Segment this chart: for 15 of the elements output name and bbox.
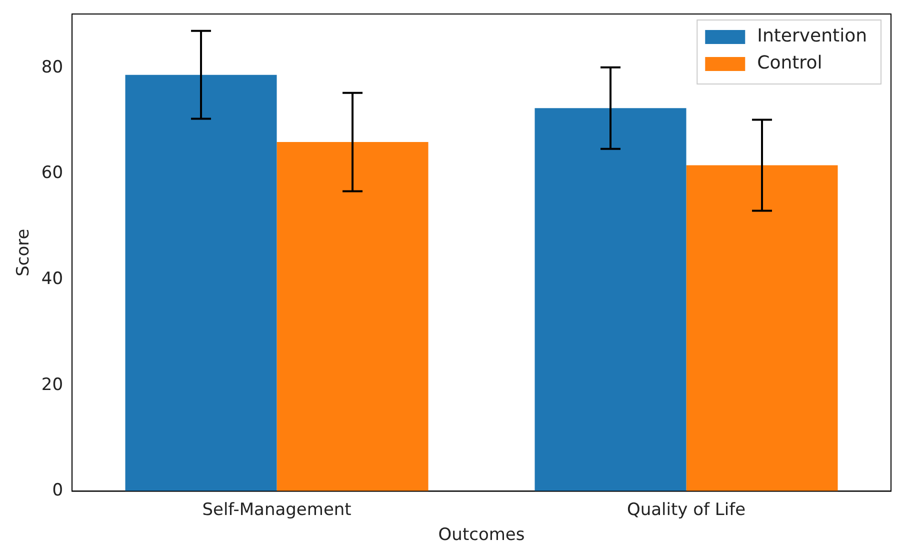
y-tick-label: 0 — [52, 480, 64, 501]
y-tick-label: 60 — [41, 163, 64, 184]
bar — [534, 108, 686, 492]
x-tick-label: Quality of Life — [626, 500, 746, 520]
y-tick-label: 20 — [41, 374, 64, 395]
x-axis-title: Outcomes — [438, 525, 525, 546]
y-tick-label: 40 — [41, 269, 64, 290]
legend-label: Control — [757, 52, 822, 74]
y-axis-title: Score — [14, 228, 34, 276]
legend-label: Intervention — [757, 26, 868, 47]
bar — [125, 74, 277, 492]
bar — [686, 165, 838, 492]
x-tick-label: Self-Management — [202, 500, 352, 520]
bar — [276, 142, 428, 492]
y-tick-label: 80 — [41, 57, 64, 78]
